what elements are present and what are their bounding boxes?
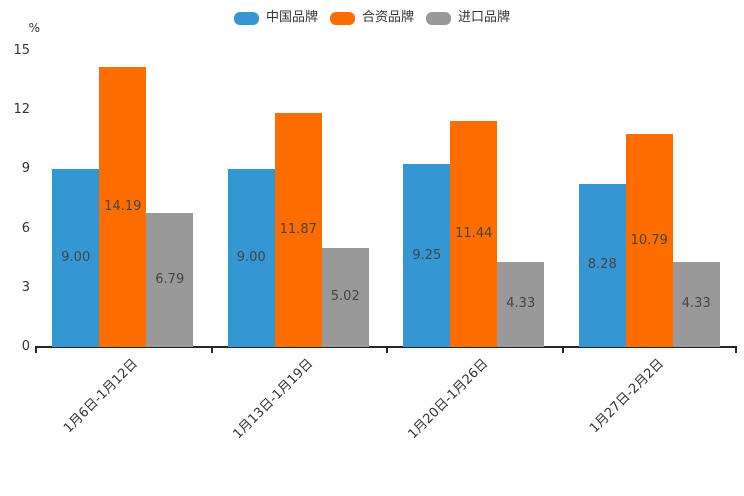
bar-合资品牌-1月13日-1月19日[interactable] xyxy=(274,112,322,347)
bar-进口品牌-1月13日-1月19日[interactable] xyxy=(321,247,369,347)
x-axis-category-label: 1月20日-1月26日 xyxy=(405,356,492,443)
x-axis-tick xyxy=(35,348,37,353)
x-axis-line xyxy=(35,346,737,348)
bar-中国品牌-1月6日-1月12日[interactable] xyxy=(52,169,100,347)
x-axis-category-label: 1月6日-1月12日 xyxy=(60,356,141,437)
bar-中国品牌-1月13日-1月19日[interactable] xyxy=(227,169,275,347)
x-axis-category-label: 1月27日-2月2日 xyxy=(587,356,668,437)
y-axis-unit-label: % xyxy=(28,21,40,35)
x-axis-tick xyxy=(561,348,564,353)
bar-合资品牌-1月20日-1月26日[interactable] xyxy=(450,121,498,347)
bar-进口品牌-1月20日-1月26日[interactable] xyxy=(497,261,545,347)
y-axis-tick-label: 0 xyxy=(21,339,30,354)
legend-item-1[interactable]: 中国品牌 xyxy=(233,10,318,25)
legend-marker-icon xyxy=(329,11,355,25)
legend-label: 进口品牌 xyxy=(458,10,511,25)
legend-item-3[interactable]: 进口品牌 xyxy=(426,11,510,25)
bar-合资品牌-1月6日-1月12日[interactable] xyxy=(99,66,147,347)
y-axis-tick-label: 9 xyxy=(21,161,30,177)
y-axis-tick-label: 3 xyxy=(21,279,30,295)
x-axis-tick xyxy=(735,348,737,353)
y-axis-tick-label: 12 xyxy=(13,102,30,118)
legend-marker-icon xyxy=(233,11,259,25)
bar-进口品牌-1月6日-1月12日[interactable] xyxy=(146,213,194,347)
y-axis-tick-label: 6 xyxy=(21,220,30,236)
x-axis-tick xyxy=(210,348,213,353)
bar-中国品牌-1月27日-2月2日[interactable] xyxy=(578,183,626,347)
x-axis-category-label: 1月13日-1月19日 xyxy=(230,356,317,443)
legend-label: 合资品牌 xyxy=(361,10,414,25)
bar-合资品牌-1月27日-2月2日[interactable] xyxy=(625,134,673,347)
x-axis-tick xyxy=(386,348,388,353)
legend-marker-icon xyxy=(426,11,451,25)
bar-进口品牌-1月27日-2月2日[interactable] xyxy=(672,261,720,347)
bar-中国品牌-1月20日-1月26日[interactable] xyxy=(403,164,451,347)
y-axis-tick-label: 15 xyxy=(13,43,30,58)
legend-item-2[interactable]: 合资品牌 xyxy=(329,10,414,25)
legend: 中国品牌 合资品牌 进口品牌 xyxy=(0,9,744,27)
legend-label: 中国品牌 xyxy=(265,10,318,25)
